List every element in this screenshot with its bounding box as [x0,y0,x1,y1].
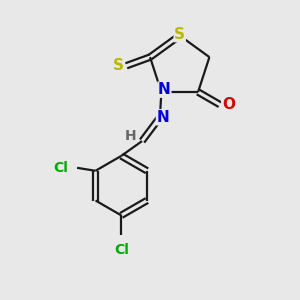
Text: O: O [222,97,235,112]
Text: N: N [157,110,169,125]
Text: Cl: Cl [53,161,68,175]
Text: S: S [174,27,185,42]
Text: Cl: Cl [114,243,129,257]
Text: H: H [125,129,136,143]
Text: S: S [112,58,124,73]
Text: N: N [158,82,171,97]
